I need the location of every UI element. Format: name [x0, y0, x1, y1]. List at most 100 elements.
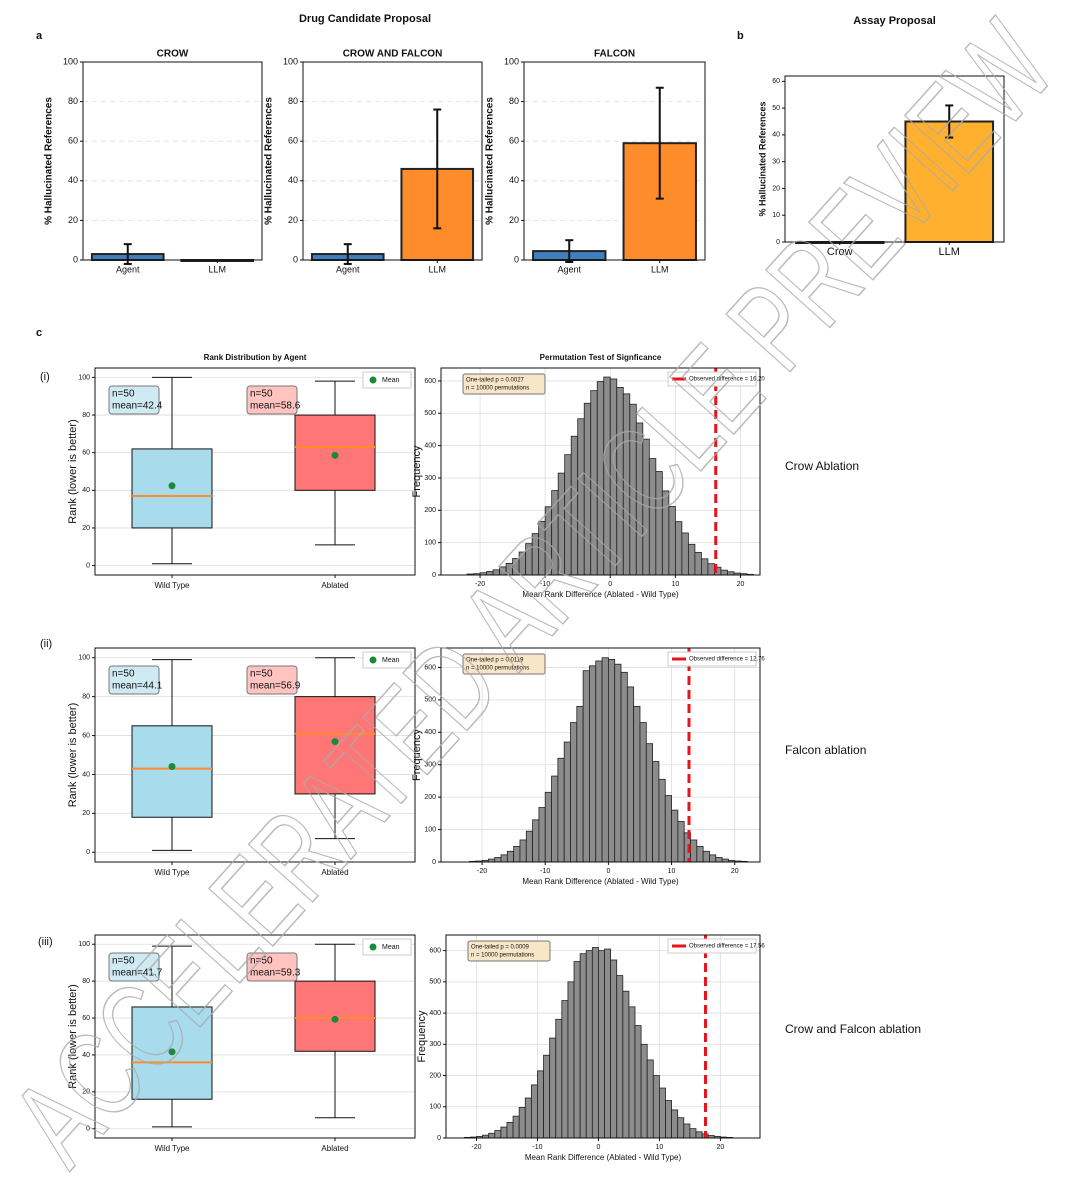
histogram-bar	[677, 1117, 685, 1139]
x-tick-label: 20	[731, 868, 739, 875]
annotation: One-tailed p = 0.0119	[466, 658, 524, 664]
y-tick-label: 100	[78, 655, 90, 662]
x-tick-label: 10	[655, 1144, 663, 1151]
x-tick-label: -10	[540, 581, 550, 588]
x-tick-label: -10	[532, 1144, 542, 1151]
row-label: (i)	[40, 371, 50, 383]
histogram-bar	[707, 563, 715, 576]
y-tick-label: 80	[82, 978, 90, 985]
histogram-bar	[500, 1126, 508, 1139]
histogram-bar	[549, 1037, 557, 1139]
y-tick-label: 60	[82, 450, 90, 457]
histogram-bar	[671, 809, 679, 863]
figure-title: Drug Candidate Proposal	[299, 13, 431, 25]
histogram-bar	[583, 402, 592, 576]
histogram-bar	[525, 543, 533, 576]
plot-frame	[523, 61, 706, 261]
histogram-bar	[524, 1097, 532, 1139]
mean-marker	[331, 1015, 339, 1023]
histogram-bar	[567, 981, 575, 1139]
y-tick-label: 0	[73, 254, 78, 264]
y-tick-label: 300	[424, 475, 436, 482]
histogram-bar	[665, 1100, 672, 1139]
legend	[667, 651, 757, 667]
y-tick-label: 80	[82, 693, 90, 700]
y-tick-label: 0	[776, 239, 780, 246]
histogram-bar	[629, 403, 637, 576]
histogram-bar	[537, 1070, 544, 1139]
histogram-bar	[561, 1000, 569, 1139]
y-tick-label: 100	[283, 56, 298, 66]
x-tick-label: Crow	[827, 246, 853, 258]
y-tick-label: 40	[82, 771, 90, 778]
x-tick-label: 10	[668, 868, 676, 875]
histogram-bar	[557, 472, 566, 576]
histogram-bar	[555, 1018, 563, 1139]
y-tick-label: 10	[772, 212, 780, 219]
y-tick-label: 40	[82, 1052, 90, 1059]
legend-marker	[369, 943, 377, 951]
y-tick-label: 100	[78, 941, 90, 948]
histogram-bar	[486, 571, 494, 576]
histogram-bar	[563, 741, 571, 863]
legend-label: Mean	[382, 377, 400, 384]
histogram-bar	[652, 761, 660, 863]
histogram-bar	[538, 520, 546, 576]
annotation: n = 10000 permutations	[466, 386, 529, 392]
plot-frame	[302, 61, 483, 261]
x-tick-label: LLM	[939, 246, 960, 258]
y-tick-label: 0	[432, 572, 436, 579]
histogram-bar	[616, 387, 624, 576]
histogram-bar	[603, 376, 611, 576]
x-tick-label: 0	[596, 1144, 600, 1151]
annotation: mean=42.4	[112, 401, 163, 412]
x-tick-label: -10	[540, 868, 550, 875]
y-tick-label: 20	[68, 215, 78, 225]
legend-label: Mean	[382, 657, 400, 664]
y-tick-label: 400	[424, 729, 436, 736]
annotation-box	[246, 952, 298, 982]
y-tick-label: 600	[429, 947, 441, 954]
annotation-box	[467, 940, 551, 962]
y-axis-label: Frequency	[411, 729, 423, 781]
annotation: One-tailed p = 0.0009	[471, 945, 530, 951]
y-tick-label: 80	[288, 96, 298, 106]
y-tick-label: 20	[82, 810, 90, 817]
y-tick-label: 200	[424, 507, 436, 514]
histogram-bar	[512, 1115, 520, 1139]
y-tick-label: 100	[504, 56, 519, 66]
y-tick-label: 400	[429, 1010, 441, 1017]
histogram-bar	[570, 722, 578, 863]
annotation: n=50	[112, 389, 135, 400]
histogram-bar	[668, 506, 676, 576]
y-tick-label: 0	[514, 254, 519, 264]
annotation-box	[246, 385, 298, 415]
histogram-bar	[664, 795, 672, 863]
y-tick-label: 0	[293, 254, 298, 264]
y-tick-label: 100	[63, 56, 78, 66]
row-title: Crow Ablation	[785, 459, 859, 473]
histogram-bar	[582, 670, 590, 863]
y-axis-label: % Hallucinated References	[264, 97, 275, 225]
x-tick-label: Ablated	[321, 1144, 348, 1153]
y-tick-label: 0	[86, 849, 90, 856]
histogram-bar	[674, 521, 683, 576]
histogram-bar	[639, 722, 647, 863]
y-tick-label: 200	[424, 794, 436, 801]
chart-title: Assay Proposal	[853, 15, 936, 27]
histogram-bar	[577, 418, 585, 576]
legend	[362, 651, 412, 669]
annotation-box	[108, 385, 160, 415]
legend-label: Observed difference = 12.76	[689, 657, 765, 663]
plot-frame	[82, 61, 263, 261]
y-tick-label: 80	[82, 412, 90, 419]
y-tick-label: 300	[429, 1041, 441, 1048]
x-tick-label: 20	[716, 1144, 724, 1151]
histogram-bar	[601, 657, 609, 863]
row-label: (iii)	[38, 936, 53, 948]
plot-frame	[94, 367, 416, 576]
histogram-bar	[607, 658, 616, 863]
x-tick-label: Agent	[116, 264, 140, 274]
histogram-bar	[622, 393, 631, 576]
histogram-bar	[609, 378, 618, 576]
